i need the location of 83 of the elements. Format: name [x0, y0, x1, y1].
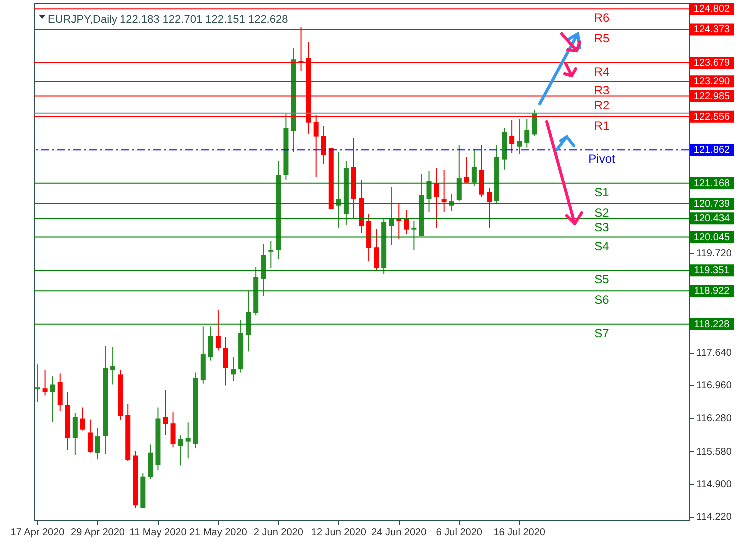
candlestick [426, 170, 432, 213]
candlestick [246, 290, 252, 352]
candlestick [80, 407, 86, 432]
ref-line-label: S3 [594, 220, 610, 235]
ref-line-label: S1 [594, 185, 610, 200]
y-tick-label: 119.720 [696, 248, 732, 260]
candlestick [442, 170, 447, 213]
text: 122.556 [694, 112, 731, 123]
ref-line-label: R5 [594, 32, 610, 46]
x-tick-label: 2 Jun 2020 [254, 528, 304, 538]
text: 119.351 [694, 266, 730, 277]
candlestick [321, 126, 326, 165]
ref-line-label: Pivot [588, 152, 616, 166]
x-tick-label: 11 May 2020 [130, 528, 188, 538]
candlestick [216, 310, 221, 352]
text: 124.802 [694, 4, 731, 16]
ref-line-label: S7 [594, 326, 610, 340]
candlestick [72, 412, 78, 456]
candlestick [472, 148, 477, 187]
x-tick-label: 24 Jun 2020 [372, 528, 428, 538]
candlestick [163, 390, 168, 436]
text: 120.434 [694, 214, 731, 225]
candlestick [170, 412, 176, 448]
text: 118.922 [694, 286, 730, 298]
candlestick [389, 186, 394, 246]
y-tick-label: 115.580 [696, 446, 732, 458]
text: 118.228 [694, 319, 730, 330]
ref-line-label: S4 [594, 239, 610, 254]
x-tick-label: 16 Jul 2020 [494, 528, 546, 538]
y-tick-label: 114.220 [696, 512, 732, 524]
text: 121.862 [694, 145, 731, 156]
candlestick [524, 118, 530, 148]
text: 123.290 [694, 76, 731, 88]
candlestick [95, 428, 100, 460]
text: 122.985 [694, 91, 731, 102]
x-tick-label: 17 Apr 2020 [10, 528, 66, 538]
x-tick-label: 12 Jun 2020 [311, 528, 367, 538]
candlestick [517, 118, 522, 155]
ref-line-label: R3 [594, 84, 610, 98]
candlestick [434, 168, 440, 228]
candlestick [510, 120, 515, 154]
candlestick [456, 144, 462, 202]
candlestick [35, 364, 40, 403]
candlestick [42, 370, 48, 396]
x-tick-label: 6 Jul 2020 [436, 528, 483, 538]
candlestick [412, 220, 417, 250]
text: 120.739 [694, 198, 731, 210]
ref-line-label: R4 [594, 64, 610, 79]
ref-line-label: R2 [594, 98, 610, 112]
candlestick [268, 240, 274, 269]
ref-line-label: R1 [594, 118, 610, 133]
text: 122.183 122.701 122.151 122.628 [120, 14, 288, 26]
text: 124.373 [694, 24, 731, 36]
ref-line-label: S2 [594, 206, 610, 220]
candlestick [50, 376, 56, 423]
candlestick [223, 336, 228, 386]
candlestick [178, 435, 184, 466]
y-tick-label: 114.900 [696, 480, 732, 491]
candlestick [374, 228, 380, 271]
candlestick [464, 156, 470, 184]
candlestick [336, 152, 342, 228]
text: EURJPY,Daily [48, 14, 118, 26]
candlestick [404, 210, 410, 235]
x-tick-label: 21 May 2020 [190, 528, 248, 538]
candlestick [186, 422, 191, 460]
y-tick-label: 117.640 [696, 348, 732, 360]
candlestick [58, 373, 63, 412]
y-tick-label: 116.280 [696, 413, 732, 424]
candlestick [208, 326, 214, 362]
candlestick [261, 244, 266, 298]
ref-line-label: R6 [594, 11, 610, 26]
y-tick-label: 116.960 [696, 380, 732, 392]
text: 123.679 [694, 58, 731, 69]
text: 121.168 [694, 178, 731, 190]
candlestick [486, 188, 492, 228]
ref-line-label: S5 [594, 272, 610, 287]
candlestick [88, 419, 93, 454]
x-tick-label: 29 Apr 2020 [71, 528, 126, 538]
text: 120.045 [694, 232, 731, 244]
ref-line-label: S6 [594, 293, 610, 308]
candlestick [231, 356, 236, 382]
candlestick [110, 346, 116, 386]
candlestick [532, 109, 538, 137]
